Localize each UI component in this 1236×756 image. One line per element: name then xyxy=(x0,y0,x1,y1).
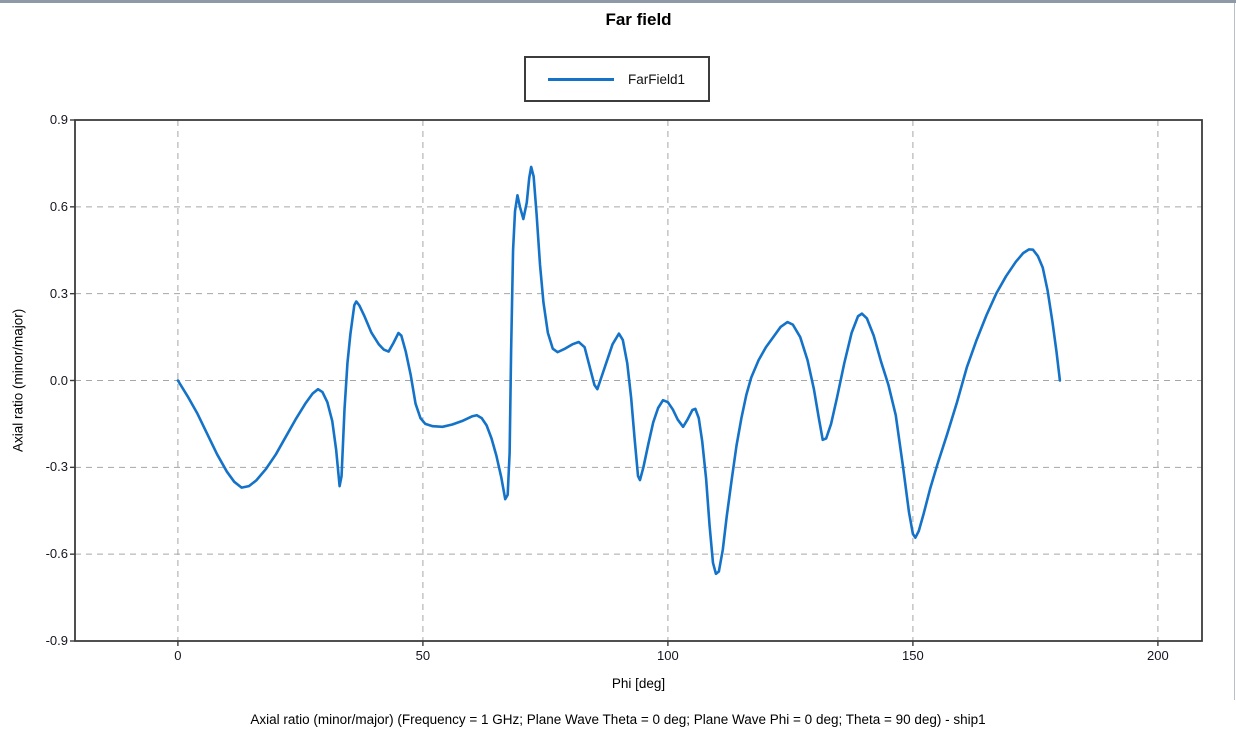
x-tick-label: 50 xyxy=(415,648,431,663)
plot-area[interactable] xyxy=(70,119,1203,646)
chart-title: Far field xyxy=(605,10,672,29)
legend-label: FarField1 xyxy=(628,71,686,87)
y-tick-label: 0.0 xyxy=(49,372,68,388)
y-tick-label: 0.6 xyxy=(49,198,68,214)
legend-line-sample xyxy=(548,77,614,81)
legend: FarField1 xyxy=(524,56,710,102)
y-tick-label: -0.3 xyxy=(45,459,68,475)
y-tick-label: 0.3 xyxy=(49,285,68,301)
y-tick-label: -0.6 xyxy=(45,546,68,562)
window-top-border xyxy=(0,0,1236,3)
farfield1-curve xyxy=(176,165,1062,576)
y-tick-label: 0.9 xyxy=(49,112,68,127)
x-tick-label: 100 xyxy=(657,648,679,663)
plot-caption: Axial ratio (minor/major) (Frequency = 1… xyxy=(250,712,986,727)
x-tick-label: 0 xyxy=(174,648,182,663)
x-tick-label: 150 xyxy=(902,648,924,663)
x-tick-label: 200 xyxy=(1147,648,1169,663)
x-axis-title: Phi [deg] xyxy=(611,676,666,691)
y-tick-label: -0.9 xyxy=(45,633,68,648)
window-right-border xyxy=(1234,3,1235,700)
